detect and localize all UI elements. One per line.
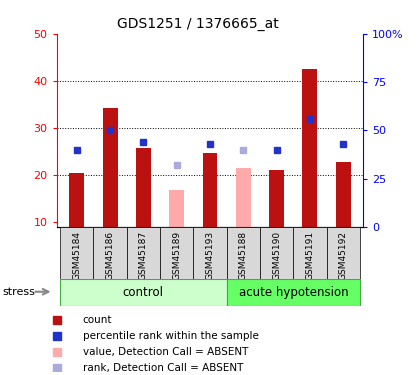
Text: GSM45189: GSM45189: [172, 231, 181, 280]
Bar: [302, 69, 318, 227]
Text: GSM45187: GSM45187: [139, 231, 148, 280]
Bar: [127, 227, 160, 279]
Bar: [336, 162, 351, 227]
Text: GSM45193: GSM45193: [205, 231, 215, 280]
Bar: [236, 168, 251, 227]
Text: rank, Detection Call = ABSENT: rank, Detection Call = ABSENT: [83, 363, 243, 373]
Bar: [327, 227, 360, 279]
Bar: [93, 227, 127, 279]
Text: control: control: [123, 286, 164, 299]
Bar: [260, 227, 293, 279]
Text: GSM45190: GSM45190: [272, 231, 281, 280]
Bar: [169, 190, 184, 227]
Text: GSM45191: GSM45191: [305, 231, 315, 280]
Text: count: count: [83, 315, 112, 325]
Bar: [269, 170, 284, 227]
Bar: [69, 173, 84, 227]
Bar: [293, 227, 327, 279]
Text: stress: stress: [2, 287, 35, 297]
Text: GSM45188: GSM45188: [239, 231, 248, 280]
Text: GSM45184: GSM45184: [72, 231, 81, 280]
Bar: [136, 148, 151, 227]
Bar: [193, 227, 227, 279]
Bar: [227, 227, 260, 279]
Bar: [102, 108, 118, 227]
Bar: [160, 227, 193, 279]
Bar: [60, 227, 93, 279]
Bar: [227, 279, 360, 306]
Text: acute hypotension: acute hypotension: [239, 286, 348, 299]
Text: GSM45186: GSM45186: [105, 231, 115, 280]
Bar: [202, 153, 218, 227]
Bar: [60, 279, 227, 306]
Text: GDS1251 / 1376665_at: GDS1251 / 1376665_at: [116, 17, 278, 31]
Text: percentile rank within the sample: percentile rank within the sample: [83, 331, 259, 341]
Text: GSM45192: GSM45192: [339, 231, 348, 280]
Text: value, Detection Call = ABSENT: value, Detection Call = ABSENT: [83, 347, 248, 357]
